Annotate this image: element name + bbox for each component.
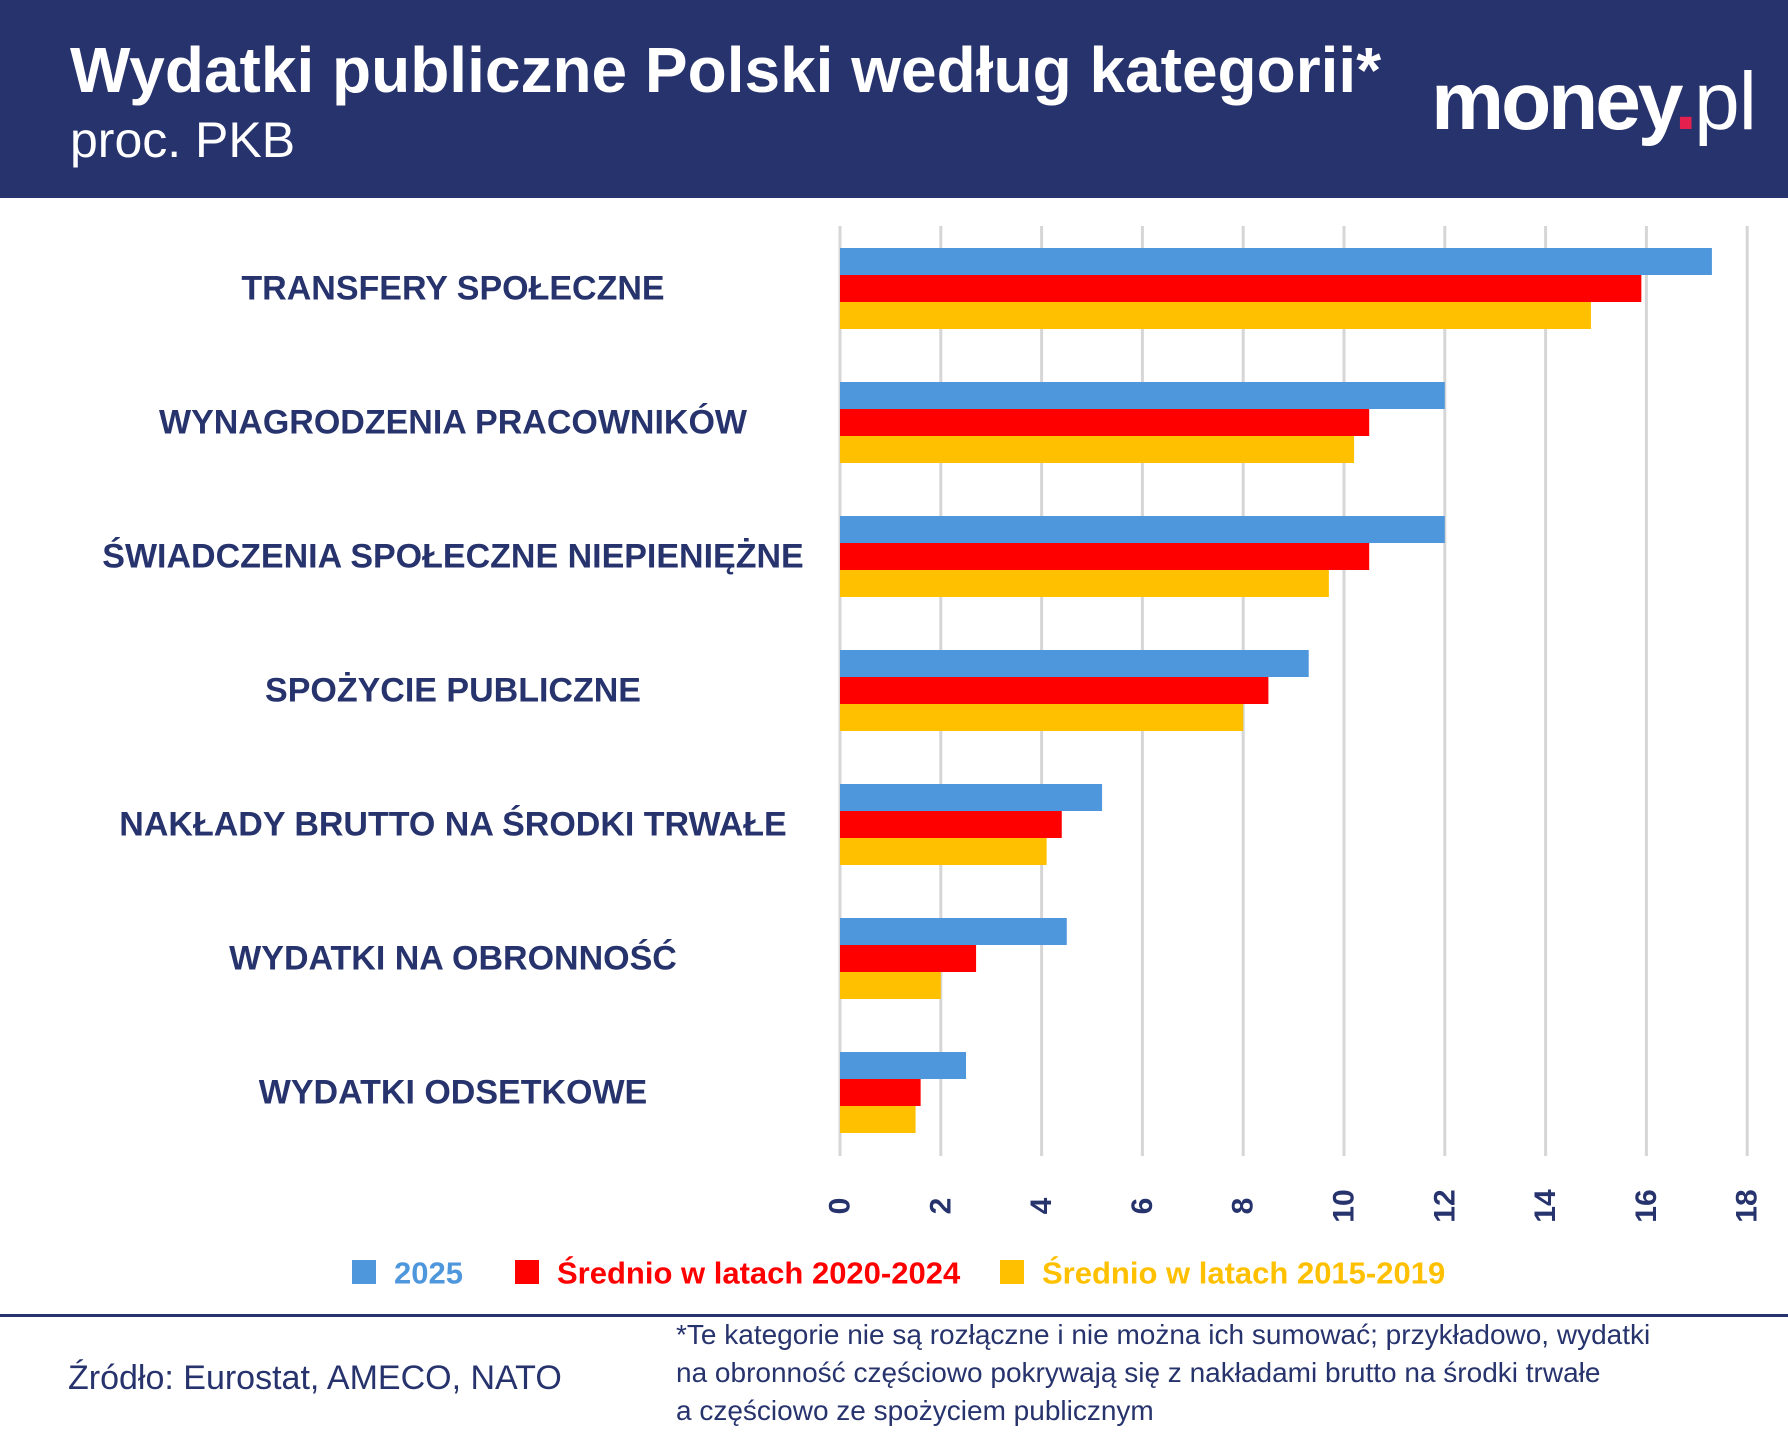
bar — [840, 945, 977, 972]
legend-swatch — [515, 1260, 539, 1284]
category-label: WYDATKI ODSETKOWE — [259, 1074, 647, 1112]
bar — [840, 811, 1062, 838]
category-label: SPOŻYCIE PUBLICZNE — [265, 672, 641, 710]
x-tick-label: 10 — [1328, 1189, 1361, 1222]
header: Wydatki publiczne Polski według kategori… — [0, 0, 1788, 198]
bar — [840, 1079, 921, 1106]
bar — [840, 704, 1244, 731]
x-tick-label: 14 — [1529, 1189, 1562, 1223]
money-pl-logo: money.pl — [1431, 52, 1757, 152]
bar — [840, 570, 1329, 597]
x-tick-label: 18 — [1731, 1189, 1764, 1222]
bar — [840, 918, 1067, 945]
bar — [840, 382, 1445, 409]
chart-title: Wydatki publiczne Polski według kategori… — [70, 34, 1382, 106]
footnote: *Te kategorie nie są rozłączne i nie moż… — [676, 1316, 1776, 1430]
bar — [840, 409, 1370, 436]
chart-subtitle: proc. PKB — [70, 112, 296, 168]
bar — [840, 1052, 966, 1079]
x-tick-label: 2 — [924, 1198, 957, 1215]
x-tick-label: 6 — [1126, 1198, 1159, 1215]
legend: 2025 Średnio w latach 2020-2024 Średnio w … — [352, 1255, 1445, 1291]
bar — [840, 436, 1355, 463]
bar — [840, 302, 1591, 329]
category-label: TRANSFERY SPOŁECZNE — [241, 270, 664, 308]
x-tick-label: 8 — [1227, 1198, 1260, 1215]
legend-swatch — [352, 1260, 376, 1284]
category-label: WYDATKI NA OBRONNOŚĆ — [229, 940, 677, 978]
bar — [840, 1106, 916, 1133]
source-note: Źródło: Eurostat, AMECO, NATO — [68, 1359, 562, 1397]
bar — [840, 248, 1712, 275]
legend-label: 2025 — [394, 1256, 463, 1291]
legend-label: Średnio w latach 2015-2019 — [1042, 1255, 1445, 1291]
logo-dot: . — [1674, 56, 1697, 147]
footnote-line: a częściowo ze spożyciem publicznym — [676, 1395, 1154, 1426]
footer-divider — [0, 1314, 1788, 1317]
x-tick-label: 12 — [1428, 1189, 1461, 1222]
bar — [840, 543, 1370, 570]
category-label: WYNAGRODZENIA PRACOWNIKÓW — [159, 404, 748, 442]
bar — [840, 838, 1047, 865]
legend-label: Średnio w latach 2020-2024 — [557, 1255, 961, 1291]
bars — [840, 248, 1712, 1133]
category-label: ŚWIADCZENIA SPOŁECZNE NIEPIENIĘŻNE — [102, 538, 803, 576]
bar — [840, 650, 1309, 677]
bar — [840, 516, 1445, 543]
footnote-line: na obronność częściowo pokrywają się z n… — [676, 1357, 1601, 1388]
bar — [840, 275, 1642, 302]
logo-suffix: pl — [1694, 56, 1757, 147]
x-axis-tick-labels: 0 2 4 6 8 10 12 14 16 18 — [824, 1189, 1764, 1223]
category-label: NAKŁADY BRUTTO NA ŚRODKI TRWAŁE — [119, 806, 786, 844]
bar-chart: TRANSFERY SPOŁECZNE WYNAGRODZENIA PRACOWN… — [102, 226, 1764, 1291]
bar — [840, 972, 941, 999]
logo-text: money — [1431, 56, 1677, 147]
category-labels: TRANSFERY SPOŁECZNE WYNAGRODZENIA PRACOWN… — [102, 270, 803, 1112]
legend-swatch — [1000, 1260, 1024, 1284]
footnote-line: *Te kategorie nie są rozłączne i nie moż… — [676, 1319, 1651, 1350]
bar — [840, 677, 1269, 704]
bar — [840, 784, 1103, 811]
x-tick-label: 4 — [1025, 1197, 1058, 1214]
x-tick-label: 0 — [824, 1198, 857, 1215]
x-tick-label: 16 — [1630, 1189, 1663, 1222]
